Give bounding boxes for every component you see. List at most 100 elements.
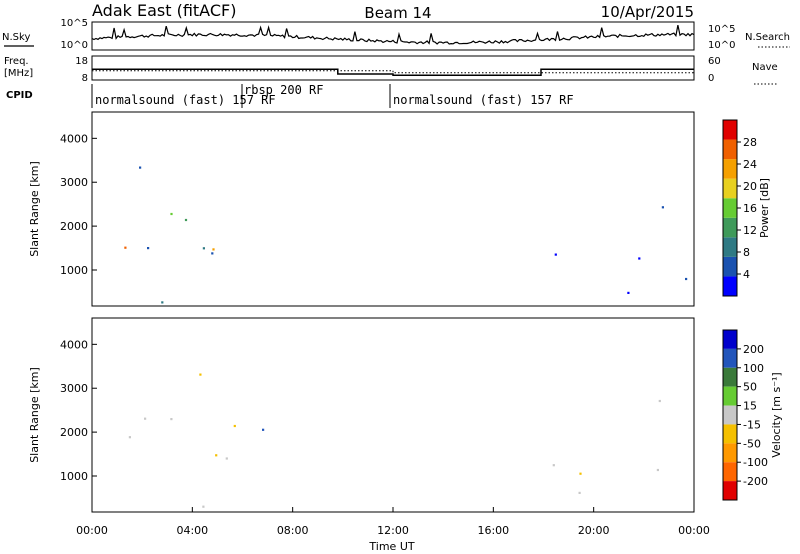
freq-step-line <box>92 68 694 76</box>
y-tick-label: 4000 <box>60 338 88 351</box>
power-heatmap <box>124 166 688 304</box>
velocity-panel: 1000 2000 3000 4000 00:00 04:00 08:00 12:00 16:… <box>28 317 710 553</box>
beam-title: Beam 14 <box>364 4 431 22</box>
date-title: 10/Apr/2015 <box>601 3 694 21</box>
heatmap-cell <box>144 417 147 420</box>
heatmap-cell <box>658 399 661 403</box>
heatmap-cell <box>215 454 218 457</box>
velocity-colorbar-block <box>723 424 737 444</box>
heatmap-cell <box>170 212 173 216</box>
power-panel: 1000 2000 3000 4000 Slant Range [km] <box>28 111 695 307</box>
power-cb-tick-label: 4 <box>743 268 750 281</box>
velocity-cb-tick-label: 15 <box>743 400 757 413</box>
velocity-colorbar-ticks: 200 100 50 15 -15 -50 -100 -200 <box>737 343 768 488</box>
heatmap-cell <box>184 218 188 222</box>
x-tick-label: 00:00 <box>678 524 710 537</box>
velocity-cb-tick-label: 100 <box>743 362 764 375</box>
velocity-colorbar-block <box>723 348 737 368</box>
freq-tick-high: 18 <box>75 56 88 67</box>
noise-sky-line <box>91 24 695 45</box>
heatmap-cell <box>202 505 205 508</box>
power-colorbar-block <box>723 178 737 199</box>
x-tick-label: 16:00 <box>477 524 509 537</box>
power-colorbar: 4 8 12 16 20 24 28 Power [dB] <box>722 119 771 297</box>
power-colorbar-block <box>723 256 737 277</box>
freq-tick-low: 8 <box>82 73 88 84</box>
power-colorbar-ticks: 4 8 12 16 20 24 28 <box>737 136 757 281</box>
cpid-label: CPID <box>6 90 33 101</box>
heatmap-cell <box>225 457 228 460</box>
x-axis-ticks: 00:00 04:00 08:00 12:00 16:00 20:00 00:00 <box>76 507 710 537</box>
velocity-ylabel: Slant Range [km] <box>28 367 41 463</box>
velocity-colorbar-label: Velocity [m s⁻¹] <box>770 372 783 457</box>
velocity-cb-tick-label: -200 <box>743 475 768 488</box>
heatmap-cell <box>638 257 641 260</box>
power-colorbar-block <box>723 120 737 140</box>
x-tick-label: 12:00 <box>377 524 409 537</box>
velocity-colorbar-block <box>723 330 737 349</box>
power-panel-frame <box>91 111 695 307</box>
velocity-cb-tick-label: 200 <box>743 343 764 356</box>
velocity-colorbar-blocks <box>723 330 737 500</box>
power-cb-tick-label: 24 <box>743 158 757 171</box>
y-tick-label: 4000 <box>60 132 88 145</box>
heatmap-cell <box>552 464 555 467</box>
velocity-colorbar-block <box>723 481 737 500</box>
noise-tick-low-right: 10^0 <box>708 40 735 51</box>
velocity-cb-tick-label: -50 <box>743 437 761 450</box>
heatmap-cell <box>212 248 215 251</box>
y-tick-label: 2000 <box>60 426 88 439</box>
y-tick-label: 1000 <box>60 264 88 277</box>
power-cb-tick-label: 20 <box>743 180 757 193</box>
x-tick-label: 08:00 <box>277 524 309 537</box>
velocity-heatmap <box>128 373 661 508</box>
nsky-label: N.Sky <box>2 32 30 43</box>
heatmap-cell <box>627 291 630 294</box>
heatmap-cell <box>661 206 664 209</box>
noise-tick-high-right: 10^5 <box>708 24 735 35</box>
velocity-colorbar-block <box>723 386 737 406</box>
nave-tick-high: 60 <box>708 56 721 67</box>
power-y-ticks: 1000 2000 3000 4000 <box>60 132 97 277</box>
power-colorbar-block <box>723 139 737 160</box>
cpid-segment-3: normalsound (fast) 157 RF <box>393 93 574 107</box>
freq-label: Freq. <box>4 56 29 67</box>
noise-panel: 10^5 10^0 10^5 10^0 <box>61 18 736 51</box>
heatmap-cell <box>656 468 659 472</box>
noise-panel-frame <box>91 21 695 51</box>
station-title: Adak East (fitACF) <box>92 1 236 20</box>
nave-label: Nave <box>752 62 778 73</box>
power-ylabel: Slant Range [km] <box>28 161 41 257</box>
velocity-colorbar-frame <box>722 329 738 501</box>
heatmap-cell <box>147 247 150 250</box>
heatmap-cell <box>579 472 582 475</box>
velocity-y-ticks: 1000 2000 3000 4000 <box>60 338 97 483</box>
power-colorbar-block <box>723 198 737 218</box>
y-tick-label: 1000 <box>60 470 88 483</box>
velocity-cb-tick-label: -100 <box>743 456 768 469</box>
heatmap-cell <box>199 373 202 376</box>
heatmap-cell <box>202 247 205 250</box>
power-colorbar-block <box>723 276 737 296</box>
heatmap-cell <box>554 253 557 256</box>
velocity-colorbar-block <box>723 405 737 425</box>
velocity-colorbar-block <box>723 443 737 463</box>
power-colorbar-label: Power [dB] <box>758 178 771 238</box>
cpid-segment-2: rbsp 200 RF <box>244 83 323 97</box>
power-cb-tick-label: 12 <box>743 224 757 237</box>
velocity-colorbar-block <box>723 367 737 387</box>
x-tick-label: 04:00 <box>176 524 208 537</box>
velocity-cb-tick-label: -15 <box>743 418 761 431</box>
x-axis-label: Time UT <box>368 540 414 553</box>
heatmap-cell <box>139 166 142 169</box>
noise-tick-low-left: 10^0 <box>61 40 88 51</box>
x-tick-label: 00:00 <box>76 524 108 537</box>
velocity-panel-frame <box>91 317 695 513</box>
heatmap-cell <box>161 301 164 304</box>
y-tick-label: 3000 <box>60 176 88 189</box>
velocity-colorbar-block <box>723 462 737 482</box>
heatmap-cell <box>170 418 173 421</box>
freq-panel: 18 8 60 0 <box>75 55 721 84</box>
power-cb-tick-label: 16 <box>743 202 757 215</box>
